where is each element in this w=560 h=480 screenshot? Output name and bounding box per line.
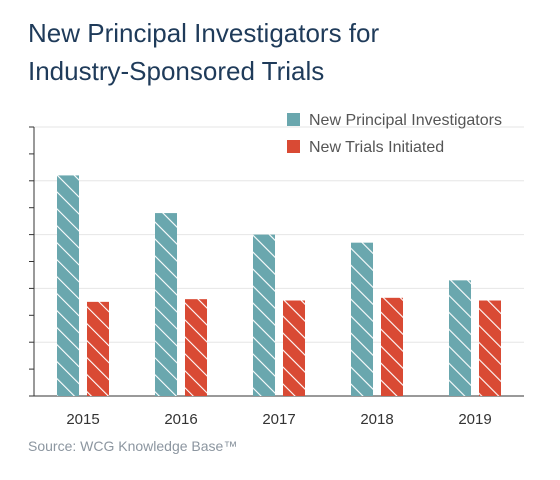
bar-new-principal-investigators-2016 xyxy=(155,213,177,396)
axes xyxy=(29,126,524,397)
gridlines xyxy=(34,126,524,343)
x-tick-label-2017: 2017 xyxy=(262,411,295,428)
bar-new-principal-investigators-2019 xyxy=(449,280,471,396)
chart-title-line-1: New Principal Investigators for xyxy=(28,18,380,48)
source-note: Source: WCG Knowledge Base™ xyxy=(28,438,238,454)
legend-swatch-1 xyxy=(287,140,300,153)
bar-new-principal-investigators-2018 xyxy=(351,242,373,396)
x-tick-labels: 2015 2016 2017 2018 2019 xyxy=(66,411,491,428)
legend-label-1: New Trials Initiated xyxy=(309,139,444,156)
legend: New Principal Investigators New Trials In… xyxy=(287,112,502,156)
bar-new-principal-investigators-2017 xyxy=(253,234,275,396)
bar-new-trials-initiated-2019 xyxy=(479,300,501,396)
chart-title-line-2: Industry-Sponsored Trials xyxy=(28,56,325,86)
x-tick-label-2018: 2018 xyxy=(360,411,393,428)
legend-label-0: New Principal Investigators xyxy=(309,112,502,129)
bar-new-trials-initiated-2016 xyxy=(185,299,207,396)
bar-new-trials-initiated-2015 xyxy=(87,301,109,396)
chart-title: New Principal Investigators for Industry… xyxy=(28,14,548,90)
legend-swatch-0 xyxy=(287,113,300,126)
x-tick-label-2016: 2016 xyxy=(164,411,197,428)
bar-new-trials-initiated-2018 xyxy=(381,297,403,396)
bars xyxy=(57,175,501,396)
bar-new-trials-initiated-2017 xyxy=(283,300,305,396)
x-tick-label-2019: 2019 xyxy=(458,411,491,428)
x-tick-label-2015: 2015 xyxy=(66,411,99,428)
bar-new-principal-investigators-2015 xyxy=(57,175,79,396)
